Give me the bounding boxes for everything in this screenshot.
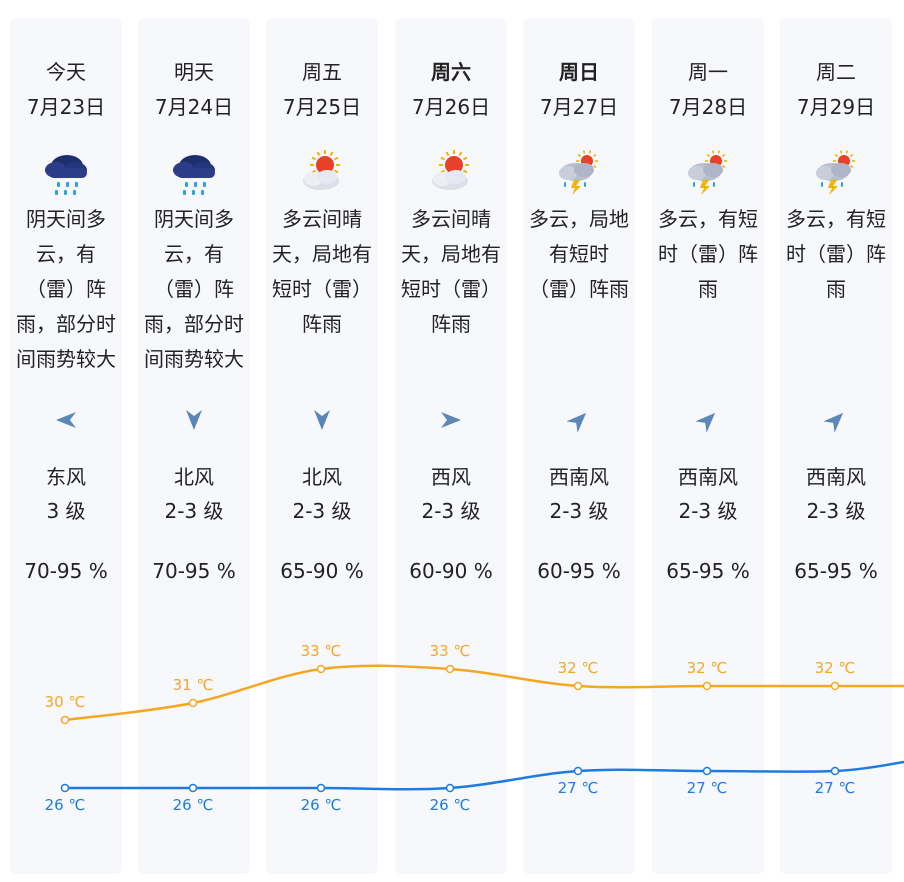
arrow-northeast-icon bbox=[823, 408, 848, 433]
weather-description-line: 有短时 bbox=[549, 242, 609, 266]
humidity: 65-90 % bbox=[280, 559, 364, 583]
weather-description-line: 云，有 bbox=[164, 242, 224, 266]
wind-direction: 东风 bbox=[46, 465, 86, 489]
wind-direction: 北风 bbox=[174, 465, 214, 489]
sun-cloud-icon bbox=[426, 148, 476, 196]
weather-description-line: 天，局地有 bbox=[401, 242, 501, 266]
wind-level: 2-3 级 bbox=[164, 499, 224, 523]
weather-description-line: 雨，部分时 bbox=[16, 312, 116, 336]
arrow-down-icon bbox=[310, 408, 334, 432]
weather-description-line: 时（雷）阵 bbox=[658, 242, 758, 266]
weather-description-line: （雷）阵 bbox=[26, 277, 106, 301]
weather-description-line: 间雨势较大 bbox=[16, 347, 116, 371]
wind-level: 2-3 级 bbox=[806, 499, 866, 523]
wind-level: 3 级 bbox=[46, 499, 86, 523]
day-card: 今天 7月23日阴天间多云，有 （雷）阵雨，部分时间雨势较大东风 3 级 70-95 % bbox=[10, 18, 122, 874]
arrow-northeast-icon bbox=[566, 408, 591, 433]
weather-description: 阴天间多云，有 （雷）阵雨，部分时间雨势较大 bbox=[138, 202, 250, 377]
day-card: 周五 7月25日多云间晴天，局地有短时（雷） 阵雨北风 2-3 级 65-90 % bbox=[266, 18, 378, 874]
weather-description: 多云，有短时（雷）阵雨 bbox=[780, 202, 892, 307]
arrow-northeast-icon bbox=[695, 408, 720, 433]
thunder-shower-icon bbox=[811, 148, 861, 196]
weather-description-line: 短时（雷） bbox=[272, 277, 372, 301]
day-card: 周六 7月26日多云间晴天，局地有短时（雷） 阵雨西风 2-3 级 60-90 % bbox=[395, 18, 507, 874]
thunder-shower-icon bbox=[683, 148, 733, 196]
day-name: 周二 bbox=[816, 60, 856, 84]
day-name: 周日 bbox=[559, 60, 599, 84]
weather-description-line: 多云间晴 bbox=[282, 207, 362, 231]
weather-description: 多云，有短时（雷）阵雨 bbox=[652, 202, 764, 307]
weather-description-line: 阵雨 bbox=[431, 312, 471, 336]
thunder-shower-icon bbox=[554, 148, 604, 196]
arrow-right-icon bbox=[439, 408, 463, 432]
humidity: 70-95 % bbox=[24, 559, 108, 583]
weather-description-line: 雨 bbox=[698, 277, 718, 301]
sun-cloud-icon bbox=[297, 148, 347, 196]
weather-description-line: 雨 bbox=[826, 277, 846, 301]
day-date: 7月24日 bbox=[154, 95, 234, 119]
weather-description-line: 多云，有短 bbox=[786, 207, 886, 231]
weather-description: 多云间晴天，局地有短时（雷） 阵雨 bbox=[395, 202, 507, 342]
weather-description-line: 多云，有短 bbox=[658, 207, 758, 231]
weather-description-line: 天，局地有 bbox=[272, 242, 372, 266]
day-date: 7月23日 bbox=[26, 95, 106, 119]
wind-direction: 西南风 bbox=[678, 465, 738, 489]
day-date: 7月27日 bbox=[539, 95, 619, 119]
humidity: 60-90 % bbox=[409, 559, 493, 583]
weather-description-line: 多云，局地 bbox=[529, 207, 629, 231]
weather-description: 多云，局地有短时 （雷）阵雨 bbox=[523, 202, 635, 307]
weather-description-line: 时（雷）阵 bbox=[786, 242, 886, 266]
weather-description: 多云间晴天，局地有短时（雷） 阵雨 bbox=[266, 202, 378, 342]
day-card: 周一 7月28日多云，有短时（雷）阵雨西南风 2-3 级 65-95 % bbox=[652, 18, 764, 874]
day-date: 7月28日 bbox=[668, 95, 748, 119]
day-name: 周一 bbox=[688, 60, 728, 84]
weather-description-line: 云，有 bbox=[36, 242, 96, 266]
wind-direction: 西南风 bbox=[806, 465, 866, 489]
arrow-down-icon bbox=[182, 408, 206, 432]
day-name: 明天 bbox=[174, 60, 214, 84]
wind-level: 2-3 级 bbox=[678, 499, 738, 523]
humidity: 65-95 % bbox=[794, 559, 878, 583]
day-name: 今天 bbox=[46, 60, 86, 84]
humidity: 70-95 % bbox=[152, 559, 236, 583]
weather-description-line: 阴天间多 bbox=[26, 207, 106, 231]
wind-level: 2-3 级 bbox=[549, 499, 609, 523]
wind-level: 2-3 级 bbox=[292, 499, 352, 523]
wind-level: 2-3 级 bbox=[421, 499, 481, 523]
wind-direction: 西风 bbox=[431, 465, 471, 489]
weather-description-line: 雨，部分时 bbox=[144, 312, 244, 336]
day-card: 明天 7月24日阴天间多云，有 （雷）阵雨，部分时间雨势较大北风 2-3 级 70-95… bbox=[138, 18, 250, 874]
day-name: 周六 bbox=[431, 60, 471, 84]
weather-description-line: 间雨势较大 bbox=[144, 347, 244, 371]
wind-direction: 西南风 bbox=[549, 465, 609, 489]
day-name: 周五 bbox=[302, 60, 342, 84]
weather-description-line: 阴天间多 bbox=[154, 207, 234, 231]
heavy-rain-cloud-icon bbox=[169, 148, 219, 196]
humidity: 65-95 % bbox=[666, 559, 750, 583]
wind-direction: 北风 bbox=[302, 465, 342, 489]
weather-description-line: （雷）阵雨 bbox=[529, 277, 629, 301]
arrow-left-icon bbox=[54, 408, 78, 432]
day-card: 周二 7月29日多云，有短时（雷）阵雨西南风 2-3 级 65-95 % bbox=[780, 18, 892, 874]
weather-description-line: 短时（雷） bbox=[401, 277, 501, 301]
day-date: 7月29日 bbox=[796, 95, 876, 119]
day-card: 周日 7月27日多云，局地有短时 （雷）阵雨西南风 2-3 级 60-95 % bbox=[523, 18, 635, 874]
humidity: 60-95 % bbox=[537, 559, 621, 583]
weather-description-line: （雷）阵 bbox=[154, 277, 234, 301]
weather-description: 阴天间多云，有 （雷）阵雨，部分时间雨势较大 bbox=[10, 202, 122, 377]
day-date: 7月26日 bbox=[411, 95, 491, 119]
weather-description-line: 阵雨 bbox=[302, 312, 342, 336]
weather-description-line: 多云间晴 bbox=[411, 207, 491, 231]
heavy-rain-cloud-icon bbox=[41, 148, 91, 196]
day-date: 7月25日 bbox=[282, 95, 362, 119]
